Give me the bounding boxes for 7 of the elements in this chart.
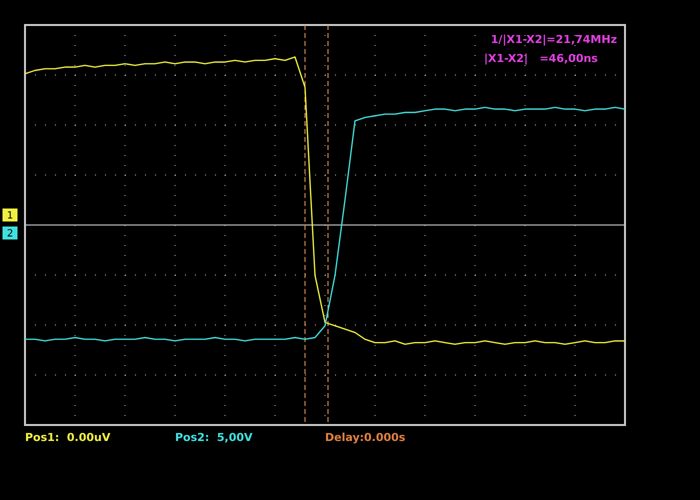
text: Pos1: 0.00uV <box>25 431 111 444</box>
text: 1/|X1-X2|=21,74MHz <box>490 33 617 46</box>
text: Pos2: 5,00V <box>175 431 254 444</box>
text: Delay:0.000s <box>325 431 406 444</box>
text: 1 <box>6 210 14 222</box>
text: 2 <box>6 228 14 240</box>
annotation: |X1-X2| =46,00ns <box>484 52 598 65</box>
